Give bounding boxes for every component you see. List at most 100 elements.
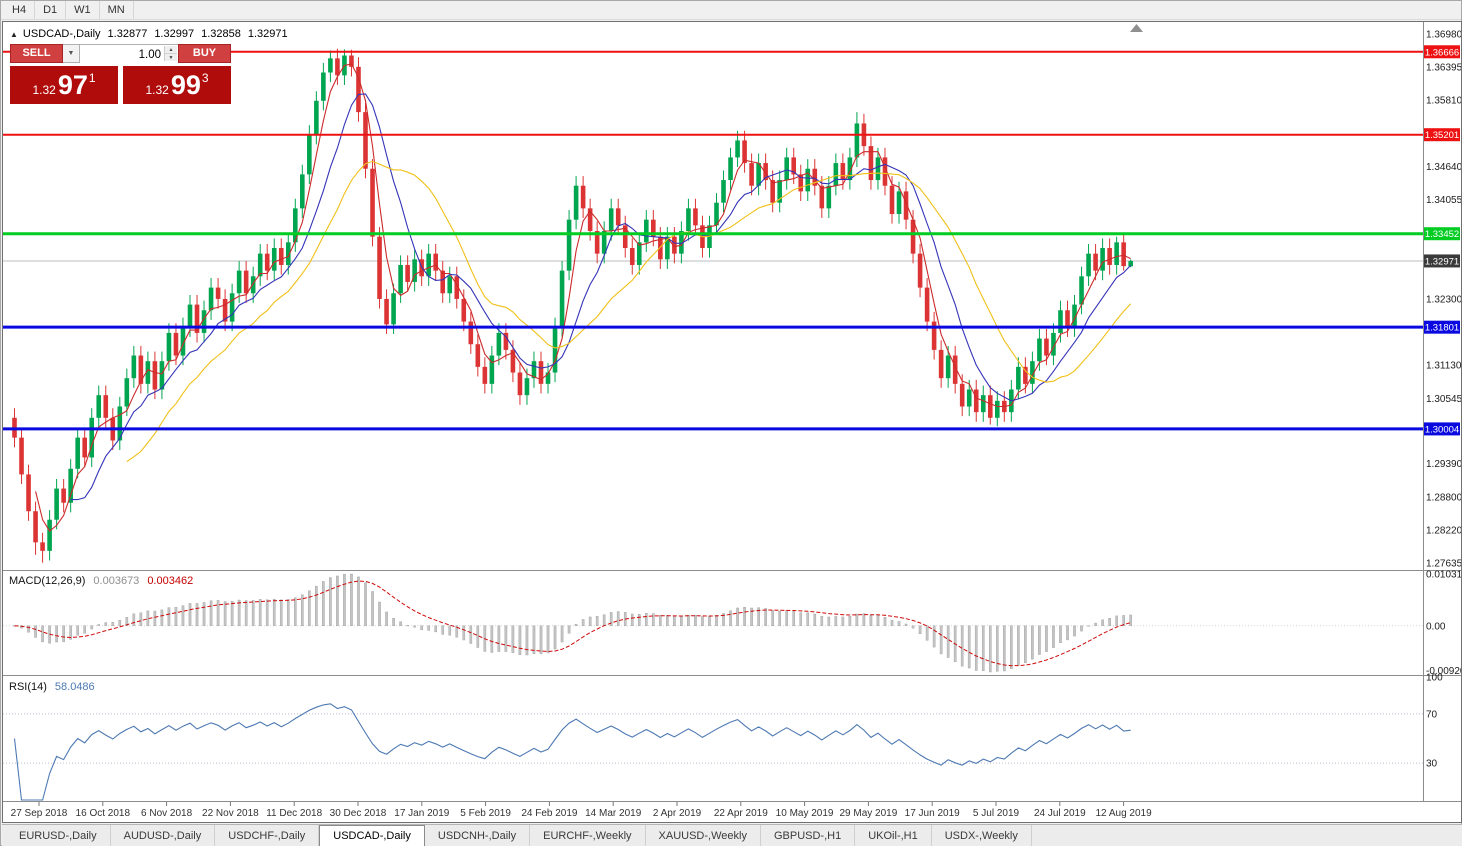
ohlc-close: 1.32971 bbox=[247, 28, 288, 40]
candle bbox=[489, 345, 495, 394]
price-axis-label: 1.27635 bbox=[1426, 559, 1461, 570]
candle bbox=[973, 379, 979, 422]
candle bbox=[826, 176, 832, 218]
timeframe-button-d1[interactable]: D1 bbox=[35, 1, 67, 19]
candle bbox=[166, 323, 172, 371]
time-axis-label: 12 Aug 2019 bbox=[1096, 808, 1153, 819]
moving-average-line-9[interactable] bbox=[70, 93, 1132, 501]
svg-text:1.35201: 1.35201 bbox=[1425, 130, 1459, 141]
price-axis-label: 1.36395 bbox=[1426, 63, 1461, 74]
price-badge-1-36666: 1.36666 bbox=[1424, 45, 1460, 59]
candle bbox=[924, 277, 930, 332]
tab-eurchf-weekly[interactable]: EURCHF-,Weekly bbox=[530, 825, 646, 846]
buy-price-display[interactable]: 1.32 99 3 bbox=[123, 66, 231, 104]
timeframe-button-mn[interactable]: MN bbox=[100, 1, 134, 19]
rsi-axis-label: 70 bbox=[1426, 709, 1438, 720]
tab-ukoil-h1[interactable]: UKOil-,H1 bbox=[855, 825, 932, 846]
sell-button[interactable]: SELL bbox=[10, 44, 63, 63]
volume-decrease-button[interactable]: ▼ bbox=[165, 54, 177, 61]
price-axis-label: 1.29390 bbox=[1426, 459, 1461, 470]
candle bbox=[966, 379, 972, 417]
time-axis[interactable]: 27 Sep 2018 16 Oct 2018 6 Nov 2018 22 Nov 2… bbox=[11, 802, 1152, 819]
one-click-collapse-icon[interactable]: ▲ bbox=[10, 29, 18, 39]
tab-eurusd-daily[interactable]: EURUSD-,Daily bbox=[6, 825, 111, 846]
macd-histogram bbox=[13, 573, 1132, 673]
price-axis-label: 1.34055 bbox=[1426, 195, 1461, 206]
macd-indicator-label: MACD(12,26,9) 0.003673 0.003462 bbox=[9, 575, 193, 587]
chevron-down-icon: ▼ bbox=[67, 50, 75, 57]
candle bbox=[945, 345, 951, 388]
candle bbox=[651, 210, 656, 247]
candle bbox=[847, 147, 853, 190]
candle bbox=[910, 210, 916, 264]
time-axis-label: 17 Jun 2019 bbox=[905, 808, 960, 819]
moving-average-line-17[interactable] bbox=[126, 160, 1132, 463]
tab-usdcad-daily[interactable]: USDCAD-,Daily bbox=[319, 825, 425, 846]
macd-main-value: 0.003673 bbox=[93, 575, 140, 587]
candle bbox=[377, 227, 382, 309]
candle bbox=[833, 153, 839, 196]
candle bbox=[980, 385, 986, 422]
sell-price-point: 1 bbox=[88, 71, 96, 85]
price-badge-1-33452: 1.33452 bbox=[1424, 227, 1460, 241]
candle bbox=[1072, 294, 1077, 337]
candle bbox=[405, 255, 410, 292]
ohlc-open: 1.32877 bbox=[107, 28, 148, 40]
candle bbox=[679, 221, 684, 264]
price-badge-1-31801: 1.31801 bbox=[1424, 320, 1460, 334]
candle bbox=[1037, 328, 1042, 371]
tab-usdcnh-daily[interactable]: USDCNH-,Daily bbox=[425, 825, 531, 846]
rsi-indicator-label: RSI(14) 58.0486 bbox=[9, 681, 95, 693]
tab-usdx-weekly[interactable]: USDX-,Weekly bbox=[932, 825, 1032, 846]
candle bbox=[1121, 233, 1126, 271]
candle bbox=[40, 532, 45, 563]
candle bbox=[995, 391, 1000, 427]
volume-input[interactable] bbox=[80, 46, 178, 64]
candle bbox=[26, 464, 31, 521]
candle bbox=[812, 159, 818, 196]
candle bbox=[482, 357, 488, 394]
chart-canvas[interactable]: 1.369801.363951.358101.346401.340551.323… bbox=[3, 22, 1461, 822]
price-axis-label: 1.36980 bbox=[1426, 30, 1461, 41]
candle bbox=[728, 147, 733, 190]
candle bbox=[61, 478, 66, 513]
timeframe-button-w1[interactable]: W1 bbox=[66, 1, 100, 19]
time-axis-label: 17 Jan 2019 bbox=[394, 808, 449, 819]
moving-average-line-4[interactable] bbox=[35, 63, 1131, 532]
candle bbox=[1079, 266, 1084, 315]
candle bbox=[96, 385, 102, 428]
autoscroll-icon[interactable] bbox=[1130, 24, 1143, 32]
macd-axis-label: -0.009207 bbox=[1426, 666, 1461, 677]
sell-price-display[interactable]: 1.32 97 1 bbox=[10, 66, 118, 104]
candle bbox=[335, 48, 340, 85]
candle bbox=[468, 311, 474, 354]
buy-button[interactable]: BUY bbox=[178, 44, 231, 63]
tab-audusd-daily[interactable]: AUDUSD-,Daily bbox=[111, 825, 216, 846]
candle bbox=[784, 147, 789, 190]
volume-dropdown-button[interactable]: ▼ bbox=[63, 44, 80, 63]
timeframe-button-h4[interactable]: H4 bbox=[4, 1, 36, 19]
price-axis[interactable]: 1.36980 1.36395 1.35810 1.34640 1.34055 1.323… bbox=[1426, 30, 1461, 570]
candle bbox=[328, 50, 333, 83]
tab-xauusd-weekly[interactable]: XAUUSD-,Weekly bbox=[646, 825, 761, 846]
candle bbox=[1107, 238, 1112, 275]
candle bbox=[875, 147, 881, 190]
candle bbox=[594, 221, 600, 264]
candle bbox=[868, 136, 874, 190]
candle bbox=[896, 181, 902, 224]
volume-field-wrap: ▲ ▼ bbox=[80, 44, 178, 64]
candle bbox=[805, 159, 811, 201]
candle bbox=[180, 317, 186, 366]
volume-increase-button[interactable]: ▲ bbox=[165, 46, 177, 54]
tab-gbpusd-h1[interactable]: GBPUSD-,H1 bbox=[761, 825, 856, 846]
macd-name: MACD(12,26,9) bbox=[9, 575, 86, 587]
time-axis-label: 29 May 2019 bbox=[839, 808, 897, 819]
tab-usdchf-daily[interactable]: USDCHF-,Daily bbox=[215, 825, 320, 846]
candle bbox=[559, 261, 565, 337]
candle bbox=[763, 153, 768, 190]
candle bbox=[917, 244, 923, 298]
candle bbox=[854, 112, 860, 168]
candle bbox=[250, 266, 256, 303]
candle bbox=[644, 210, 649, 252]
